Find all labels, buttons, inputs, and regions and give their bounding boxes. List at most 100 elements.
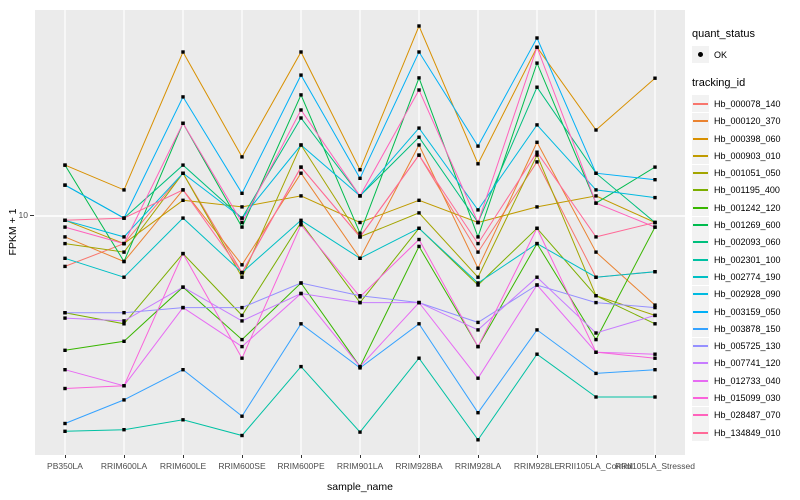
data-point <box>299 171 303 175</box>
data-point <box>63 316 67 320</box>
data-point <box>476 281 480 285</box>
data-point <box>240 344 244 349</box>
data-point <box>417 143 421 147</box>
data-point <box>358 364 362 369</box>
legend-entry: Hb_012733_040 <box>692 372 800 390</box>
x-tick-mark <box>65 455 66 458</box>
legend-title-quant-status: quant_status <box>692 28 755 40</box>
legend-key-swatch <box>692 268 709 286</box>
legend-entry-label: Hb_002928_090 <box>714 289 781 300</box>
data-point <box>476 411 480 415</box>
legend-key-swatch <box>692 95 709 113</box>
data-point <box>417 226 421 230</box>
legend-entry-label: Hb_002301_100 <box>714 254 781 265</box>
legend-entry-label: Hb_003878_150 <box>714 323 781 334</box>
data-point <box>535 150 539 154</box>
data-point <box>417 198 421 202</box>
data-point <box>63 183 67 187</box>
legend-entry-label: Hb_012733_040 <box>714 375 781 386</box>
data-point <box>535 45 539 49</box>
legend-entry-label: Hb_001242_120 <box>714 202 781 213</box>
data-point <box>63 264 67 269</box>
data-point <box>358 176 362 180</box>
data-point <box>63 218 67 222</box>
data-point <box>476 328 480 332</box>
data-point <box>181 216 185 220</box>
data-point <box>181 163 185 167</box>
series-color-line-icon <box>693 362 708 365</box>
data-point <box>653 270 657 274</box>
legend-entry-label: Hb_005725_130 <box>714 341 781 352</box>
data-point <box>181 188 185 192</box>
data-point <box>417 237 421 242</box>
x-tick-label: RRIM600PE <box>277 461 325 471</box>
data-point <box>535 352 539 356</box>
series-color-line-icon <box>693 120 708 123</box>
x-tick-label: RRII105LA_Stressed <box>615 461 695 471</box>
legend-entry-label: Hb_002774_190 <box>714 271 781 282</box>
data-point <box>240 356 244 360</box>
data-point <box>240 270 244 275</box>
legend-entry: Hb_000398_060 <box>692 130 800 148</box>
data-point <box>653 356 657 360</box>
data-point <box>358 256 362 260</box>
data-point <box>417 211 421 215</box>
series-color-line-icon <box>693 293 708 296</box>
legend-entry: Hb_015099_030 <box>692 389 800 407</box>
data-point <box>594 395 598 399</box>
data-point <box>476 320 480 325</box>
data-point <box>63 163 67 167</box>
legend-entry: Hb_001051_050 <box>692 164 800 182</box>
data-point <box>181 121 185 125</box>
data-point <box>476 241 480 246</box>
legend-entry: Hb_002928_090 <box>692 285 800 303</box>
legend-entry: Hb_003159_050 <box>692 303 800 320</box>
legend-key-swatch <box>692 164 709 182</box>
series-color-line-icon <box>693 345 708 348</box>
legend: quant_status OK tracking_id Hb_000078_14… <box>692 28 800 442</box>
data-point <box>63 421 67 426</box>
data-point <box>535 205 539 209</box>
legend-entry: Hb_002301_100 <box>692 251 800 269</box>
data-point <box>653 395 657 399</box>
line-chart <box>35 10 685 455</box>
data-point <box>358 220 362 225</box>
legend-title-tracking-id: tracking_id <box>692 77 746 90</box>
legend-key-swatch <box>692 233 709 251</box>
data-point <box>122 311 126 315</box>
data-point <box>240 275 244 279</box>
data-point <box>181 198 185 202</box>
data-point <box>299 364 303 369</box>
data-point <box>417 76 421 80</box>
series-color-line-icon <box>693 241 708 244</box>
data-point <box>594 188 598 192</box>
legend-entry: Hb_000903_010 <box>692 147 800 165</box>
legend-key-swatch <box>692 320 709 338</box>
legend-entry: Hb_000078_140 <box>692 95 800 113</box>
data-point <box>181 171 185 175</box>
legend-entry: Hb_000120_370 <box>692 112 800 130</box>
ok-point-icon <box>698 52 703 58</box>
data-point <box>594 194 598 198</box>
data-point <box>240 220 244 225</box>
legend-key-swatch <box>692 424 709 442</box>
data-point <box>476 235 480 239</box>
data-point <box>63 311 67 315</box>
data-point <box>122 322 126 326</box>
data-point <box>299 143 303 147</box>
legend-entry-ok: OK <box>692 46 800 64</box>
data-point <box>240 313 244 318</box>
legend-key-swatch <box>692 303 709 320</box>
legend-key-swatch <box>692 181 709 199</box>
legend-entry-label: Hb_000120_370 <box>714 116 781 127</box>
data-point <box>417 244 421 249</box>
data-point <box>594 300 598 305</box>
series-color-line-icon <box>693 396 708 399</box>
legend-entry-label: Hb_002093_060 <box>714 237 781 248</box>
legend-key-swatch <box>692 130 709 148</box>
data-point <box>299 93 303 97</box>
data-point <box>476 275 480 279</box>
x-tick-label: RRIM928LE <box>513 461 561 471</box>
data-point <box>63 368 67 372</box>
data-point <box>122 319 126 323</box>
